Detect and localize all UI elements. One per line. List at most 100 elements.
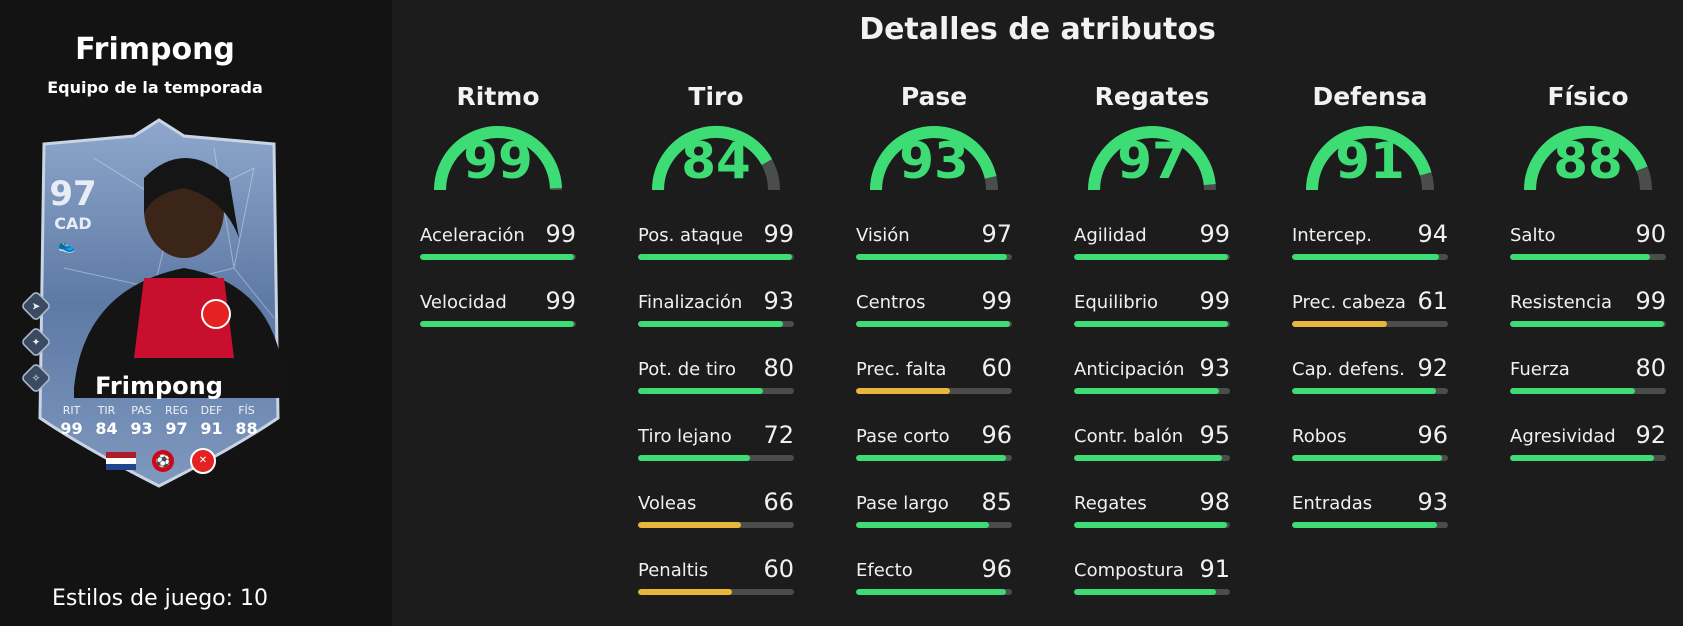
attribute-bar xyxy=(1510,321,1666,327)
page-title: Detalles de atributos xyxy=(859,12,1216,47)
attribute-bar-fill xyxy=(1510,455,1654,461)
attribute-row: Visión 97 xyxy=(856,218,1012,260)
attribute-label: Equilibrio xyxy=(1074,292,1159,313)
card-stat: DEF 91 xyxy=(194,404,229,438)
category-value: 88 xyxy=(1553,132,1623,190)
bundesliga-badge-icon: ⚽ xyxy=(152,450,174,472)
card-stat-value: 91 xyxy=(200,419,223,438)
attribute-label: Contr. balón xyxy=(1074,426,1184,447)
attribute-bar-fill xyxy=(1074,321,1229,327)
category-tiro: Tiro 84 xyxy=(636,82,796,196)
attribute-value: 96 xyxy=(1417,421,1448,449)
category-defensa: Defensa 91 xyxy=(1290,82,1450,196)
attribute-bar xyxy=(856,522,1012,528)
category-name: Tiro xyxy=(688,82,744,111)
attribute-row: Robos 96 xyxy=(1292,419,1448,461)
attribute-bar-fill xyxy=(1074,522,1227,528)
card-rating: 97 xyxy=(49,174,97,214)
attribute-row: Efecto 96 xyxy=(856,553,1012,595)
category-ritmo: Ritmo 99 xyxy=(418,82,578,196)
attribute-bar-fill xyxy=(1074,388,1220,394)
attribute-value: 98 xyxy=(1199,488,1230,516)
attribute-value: 80 xyxy=(763,354,794,382)
attribute-bar xyxy=(420,254,576,260)
card-stat-value: 84 xyxy=(95,419,118,438)
attribute-value: 91 xyxy=(1199,555,1230,583)
attribute-label: Tiro lejano xyxy=(638,426,732,447)
boot-icon: 👟 xyxy=(58,238,76,254)
attribute-label: Prec. cabeza xyxy=(1292,292,1406,313)
club-badge-icon: ✕ xyxy=(190,448,216,474)
card-stat-value: 88 xyxy=(235,419,258,438)
attribute-row: Contr. balón 95 xyxy=(1074,419,1230,461)
attribute-bar-fill xyxy=(1292,455,1442,461)
attribute-value: 85 xyxy=(981,488,1012,516)
attribute-label: Entradas xyxy=(1292,493,1373,514)
attribute-value: 99 xyxy=(1199,287,1230,315)
attribute-bar xyxy=(856,388,1012,394)
attribute-value: 96 xyxy=(981,555,1012,583)
card-stats: RIT 99 TIR 84 PAS 93 REG 97 DEF 91 FÍS 8… xyxy=(54,404,264,438)
category-value: 99 xyxy=(463,132,533,190)
playstyle-icons: ➤ ✦ ✧ xyxy=(20,290,52,400)
playstyle-icon[interactable]: ✦ xyxy=(20,326,52,358)
attribute-value: 61 xyxy=(1417,287,1448,315)
attribute-bar-fill xyxy=(1074,455,1223,461)
attribute-bar-fill xyxy=(1074,254,1229,260)
attribute-bar xyxy=(1074,589,1230,595)
attribute-bar-fill xyxy=(638,455,751,461)
playstyle-icon[interactable]: ➤ xyxy=(20,290,52,322)
attribute-bar xyxy=(856,455,1012,461)
attribute-label: Fuerza xyxy=(1510,359,1570,380)
attribute-row: Pase largo 85 xyxy=(856,486,1012,528)
attribute-bar-fill xyxy=(1510,321,1665,327)
attribute-label: Centros xyxy=(856,292,926,313)
attribute-label: Robos xyxy=(1292,426,1347,447)
attribute-row: Resistencia 99 xyxy=(1510,285,1666,327)
attribute-label: Anticipación xyxy=(1074,359,1185,380)
attribute-bar-fill xyxy=(856,321,1011,327)
attribute-bar-fill xyxy=(856,589,1006,595)
attribute-bar-fill xyxy=(1074,589,1216,595)
attribute-bar-fill xyxy=(856,254,1008,260)
category-value: 91 xyxy=(1335,132,1405,190)
gauge-fill xyxy=(1088,126,1216,191)
attribute-label: Agresividad xyxy=(1510,426,1616,447)
attribute-value: 94 xyxy=(1417,220,1448,248)
attribute-bar-fill xyxy=(1510,254,1651,260)
player-card[interactable]: 97 CAD 👟 Frimpong RIT 99 TIR 84 PAS 93 R… xyxy=(34,118,284,490)
attribute-label: Intercep. xyxy=(1292,225,1372,246)
attribute-bar xyxy=(1074,455,1230,461)
playstyle-icon[interactable]: ✧ xyxy=(20,362,52,394)
attribute-value: 99 xyxy=(1635,287,1666,315)
attribute-bar xyxy=(638,522,794,528)
attribute-bar xyxy=(1510,455,1666,461)
attribute-value: 99 xyxy=(763,220,794,248)
attribute-row: Pot. de tiro 80 xyxy=(638,352,794,394)
attribute-row: Agilidad 99 xyxy=(1074,218,1230,260)
attribute-bar-fill xyxy=(856,522,989,528)
attribute-label: Agilidad xyxy=(1074,225,1147,246)
attribute-row: Prec. falta 60 xyxy=(856,352,1012,394)
attribute-bar-fill xyxy=(1292,254,1439,260)
attribute-label: Pase largo xyxy=(856,493,949,514)
attribute-bar xyxy=(1074,522,1230,528)
attribute-row: Centros 99 xyxy=(856,285,1012,327)
attribute-bar xyxy=(1074,254,1230,260)
attribute-label: Prec. falta xyxy=(856,359,947,380)
card-stat: FÍS 88 xyxy=(229,404,264,438)
category-value: 84 xyxy=(681,132,751,190)
attribute-label: Penaltis xyxy=(638,560,709,581)
attribute-row: Salto 90 xyxy=(1510,218,1666,260)
category-name: Defensa xyxy=(1312,82,1428,111)
gauge-fill xyxy=(1306,126,1432,191)
attribute-label: Salto xyxy=(1510,225,1556,246)
netherlands-flag-icon xyxy=(106,452,136,470)
attribute-bar-fill xyxy=(420,254,575,260)
attribute-value: 80 xyxy=(1635,354,1666,382)
category-name: Ritmo xyxy=(456,82,540,111)
attribute-row: Fuerza 80 xyxy=(1510,352,1666,394)
card-stat-value: 93 xyxy=(130,419,153,438)
attribute-label: Regates xyxy=(1074,493,1147,514)
category-value: 93 xyxy=(899,132,969,190)
